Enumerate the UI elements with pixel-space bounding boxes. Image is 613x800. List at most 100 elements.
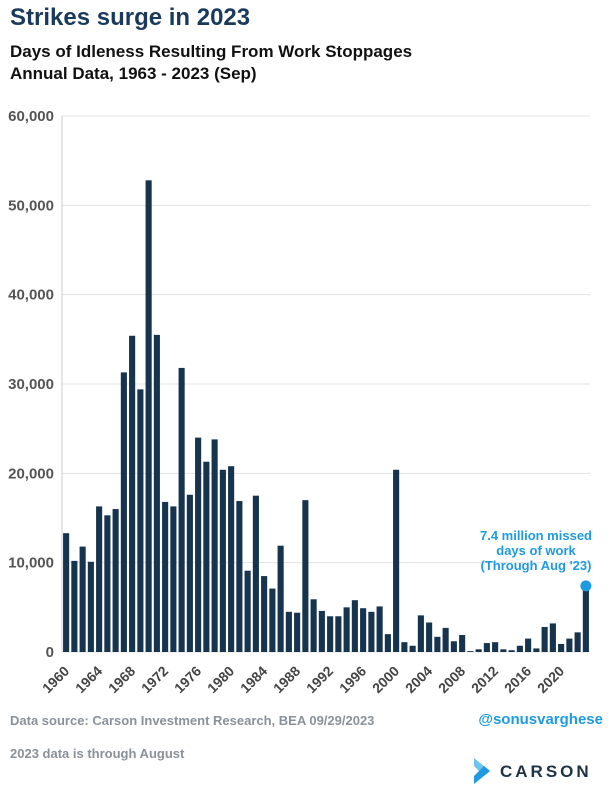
annotation-dot: [580, 580, 592, 592]
bar-1987: [285, 611, 292, 652]
bar-2011: [483, 643, 490, 652]
bar-1965: [104, 515, 111, 652]
bar-2000: [393, 469, 400, 652]
bar-1997: [368, 611, 375, 652]
bar-1966: [112, 509, 119, 652]
bar-1981: [236, 501, 243, 652]
bar-1986: [277, 545, 284, 652]
bar-2016: [525, 638, 532, 652]
bar-1995: [351, 600, 358, 652]
bar-1989: [302, 500, 309, 652]
annotation-label: 7.4 million missed: [480, 528, 592, 543]
y-tick-label: 20,000: [8, 465, 54, 482]
x-tick-label: 1972: [138, 663, 171, 696]
bar-2018: [541, 626, 548, 652]
bar-1994: [343, 607, 350, 652]
bar-2003: [417, 615, 424, 652]
bar-1962: [79, 546, 86, 652]
bar-2009: [467, 651, 474, 652]
x-tick-label: 2020: [534, 663, 567, 696]
author-handle: @sonusvarghese: [478, 711, 603, 728]
bar-2023: [582, 585, 589, 652]
annotation-label: days of work: [496, 543, 576, 558]
bar-1990: [310, 599, 317, 652]
bar-1968: [129, 335, 136, 652]
bar-2002: [409, 645, 416, 652]
bar-2004: [426, 622, 433, 652]
y-tick-label: 10,000: [8, 555, 54, 572]
bar-1970: [145, 180, 152, 652]
bar-2013: [500, 649, 507, 652]
bar-2015: [516, 645, 523, 652]
x-tick-label: 1996: [336, 663, 369, 696]
carson-logo: CARSON: [470, 756, 605, 786]
bar-1963: [87, 561, 94, 652]
bar-1980: [228, 466, 235, 652]
x-tick-label: 1992: [303, 663, 336, 696]
carson-chevron-icon: [474, 758, 490, 784]
x-tick-label: 1960: [39, 663, 72, 696]
bar-2019: [549, 623, 556, 652]
x-tick-label: 1976: [171, 663, 204, 696]
bar-2008: [459, 635, 466, 652]
bar-1974: [178, 367, 185, 652]
bar-2017: [533, 648, 540, 652]
bar-2014: [508, 650, 515, 652]
x-tick-label: 1980: [204, 663, 237, 696]
bar-1978: [211, 439, 218, 652]
bar-2001: [401, 642, 408, 652]
y-tick-label: 0: [46, 644, 54, 661]
x-tick-label: 2004: [402, 663, 435, 696]
chart-date-range: Annual Data, 1963 - 2023 (Sep): [10, 64, 257, 83]
data-note: 2023 data is through August: [10, 746, 185, 761]
bar-2010: [475, 649, 482, 652]
bar-1984: [261, 576, 268, 652]
bar-1988: [294, 612, 301, 652]
bar-2006: [442, 627, 449, 652]
bar-1998: [376, 606, 383, 652]
y-tick-label: 40,000: [8, 287, 54, 304]
brand-name: CARSON: [500, 762, 592, 781]
bar-1971: [153, 334, 160, 652]
x-tick-label: 1968: [105, 663, 138, 696]
y-tick-label: 30,000: [8, 376, 54, 393]
bar-1983: [252, 495, 259, 652]
annotation-label: (Through Aug '23): [481, 558, 592, 573]
bar-2022: [574, 632, 581, 652]
bar-1976: [195, 437, 202, 652]
bar-1979: [219, 469, 226, 652]
bar-1977: [203, 461, 210, 652]
bar-1996: [360, 608, 367, 652]
bar-1961: [71, 560, 78, 652]
bar-1967: [120, 372, 127, 652]
data-source: Data source: Carson Investment Research,…: [10, 713, 375, 728]
x-tick-label: 1964: [72, 663, 105, 696]
x-tick-label: 1988: [270, 663, 303, 696]
y-tick-label: 60,000: [8, 108, 54, 125]
bar-1960: [63, 533, 70, 652]
x-tick-label: 2000: [369, 663, 402, 696]
bar-1975: [186, 494, 193, 652]
x-axis-ticks: 1960 1964 1968 1972 1976 1980 1984 1988 1992 1996…: [39, 663, 567, 696]
bar-1964: [96, 506, 103, 652]
x-tick-label: 1984: [237, 663, 270, 696]
bar-1985: [269, 588, 276, 652]
bar-1992: [327, 616, 334, 652]
bar-1973: [170, 506, 177, 652]
y-axis-ticks: 0 10,000 20,000 30,000 40,000 50,000 60,000: [8, 108, 54, 661]
bar-1999: [384, 634, 391, 652]
bar-1972: [162, 501, 169, 652]
bar-chart: 0 10,000 20,000 30,000 40,000 50,000 60,000 19…: [8, 108, 592, 696]
page-title: Strikes surge in 2023: [10, 4, 251, 31]
bar-1969: [137, 389, 144, 652]
bar-1982: [244, 570, 251, 652]
bars: [63, 180, 589, 652]
bar-2007: [450, 641, 457, 652]
x-tick-label: 2016: [501, 663, 534, 696]
chart-subtitle: Days of Idleness Resulting From Work Sto…: [10, 42, 413, 61]
bar-2021: [566, 638, 573, 652]
x-tick-label: 2012: [468, 663, 501, 696]
x-tick-label: 2008: [435, 663, 468, 696]
bar-2020: [558, 643, 565, 652]
